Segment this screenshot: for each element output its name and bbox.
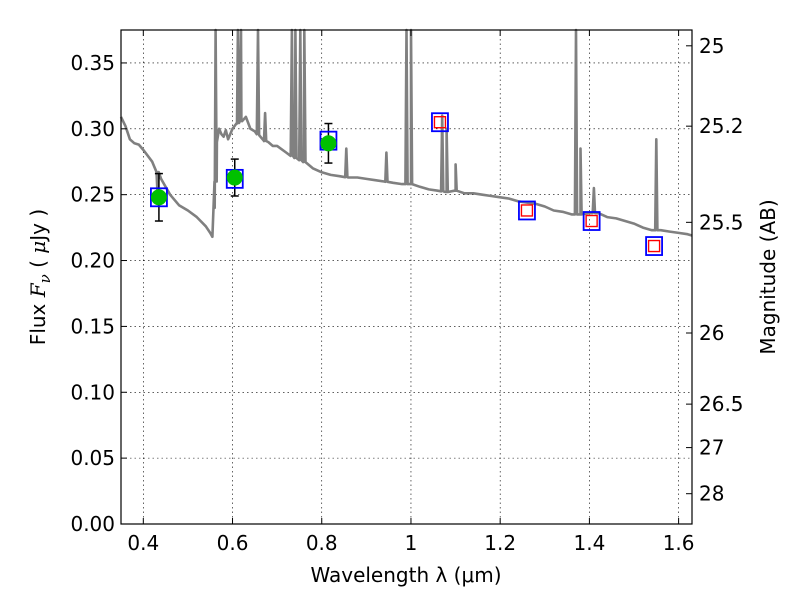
y-label-prefix: Flux bbox=[26, 297, 50, 345]
model-photometry-marker bbox=[645, 236, 663, 256]
y-tick-label: 0.00 bbox=[70, 512, 115, 536]
right-tick-label: 26.5 bbox=[699, 392, 744, 416]
y-tick-label: 0.10 bbox=[70, 380, 115, 404]
x-axis-label: Wavelength λ (μm) bbox=[310, 563, 501, 587]
right-tick-label: 25 bbox=[699, 34, 724, 58]
right-axis-label: Magnitude (AB) bbox=[756, 199, 780, 354]
nir-photometry-marker bbox=[647, 239, 661, 253]
right-tick-label: 27 bbox=[699, 436, 724, 460]
y-label-mu: μ bbox=[26, 241, 50, 254]
observed-flux-marker bbox=[320, 135, 337, 152]
y-label-paren: ( bbox=[26, 254, 50, 275]
y-tick-label: 0.35 bbox=[70, 51, 115, 75]
right-tick-label: 28 bbox=[699, 482, 724, 506]
right-tick-label: 25.5 bbox=[699, 210, 744, 234]
plot-frame bbox=[120, 29, 693, 525]
model-photometry-marker bbox=[582, 211, 601, 231]
y-tick-label: 0.15 bbox=[70, 314, 115, 338]
model-photometry-marker bbox=[431, 112, 449, 133]
right-tick-label: 25.2 bbox=[699, 114, 744, 138]
y-axis-label: Flux Fν ( μJy ) bbox=[26, 209, 54, 345]
model-photometry-marker bbox=[518, 200, 536, 221]
y-tick-label: 0.05 bbox=[70, 446, 115, 470]
y-tick-label: 0.30 bbox=[70, 117, 115, 141]
y-label-f: F bbox=[26, 282, 50, 298]
observed-flux-marker bbox=[226, 169, 243, 186]
x-tick-label: 0.4 bbox=[127, 531, 159, 555]
model-spectrum-line bbox=[119, 28, 693, 239]
x-tick-label: 1.4 bbox=[573, 531, 605, 555]
x-tick-label: 1.6 bbox=[663, 531, 695, 555]
tick-labels: 0.4 0.6 0.8 1 1.2 1.4 1.6 0.00 0.05 0.10 0.15 0.20 0… bbox=[70, 34, 743, 555]
x-tick-label: 1 bbox=[405, 531, 418, 555]
nir-photometry-marker bbox=[585, 214, 598, 228]
x-tick-label: 0.8 bbox=[306, 531, 338, 555]
y-tick-label: 0.25 bbox=[70, 183, 115, 207]
nir-photometry-marker bbox=[433, 116, 447, 129]
x-tick-label: 0.6 bbox=[217, 531, 249, 555]
nir-photometry-marker bbox=[520, 204, 534, 217]
y-tick-label: 0.20 bbox=[70, 249, 115, 273]
observed-flux-marker bbox=[150, 189, 167, 206]
y-label-unit: Jy ) bbox=[26, 209, 50, 243]
y-label-nu: ν bbox=[36, 274, 54, 283]
data-points bbox=[150, 112, 663, 256]
axis-ticks bbox=[121, 30, 692, 525]
model-spectrum-path bbox=[119, 28, 693, 239]
right-tick-label: 26 bbox=[699, 321, 724, 345]
x-tick-label: 1.2 bbox=[484, 531, 516, 555]
